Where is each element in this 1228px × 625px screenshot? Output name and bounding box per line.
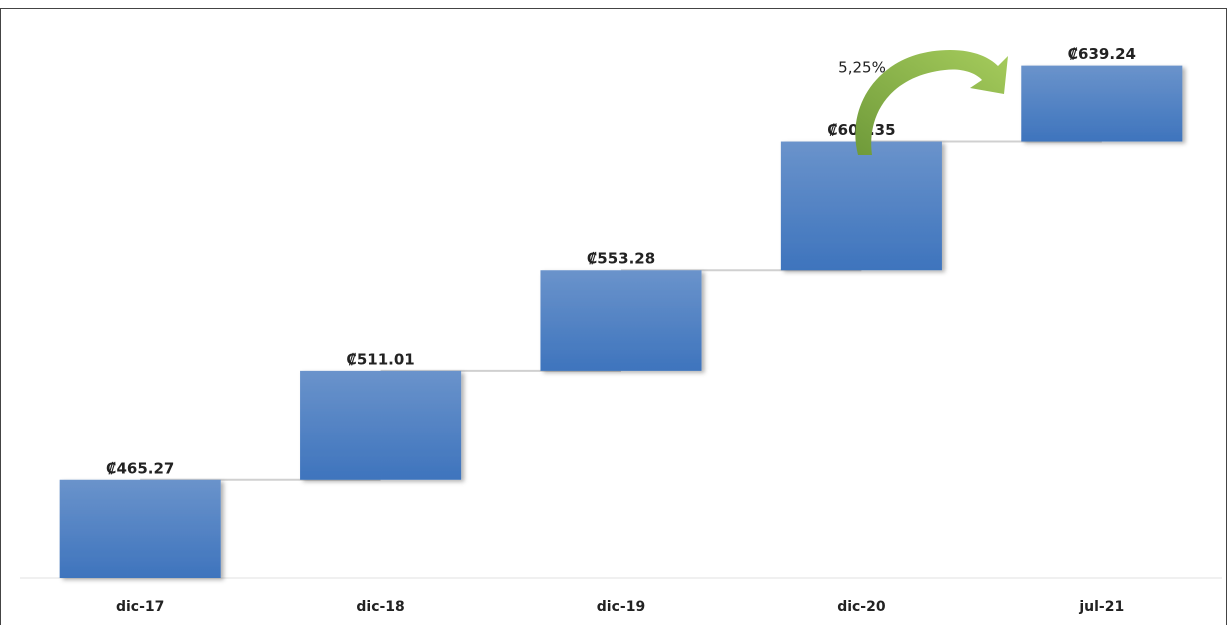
bar	[1021, 65, 1183, 142]
x-tick-label: dic-17	[116, 599, 164, 615]
bar	[540, 270, 702, 371]
plot-area: dic-17 ₡465.27 dic-18 ₡511.01 dic-19 ₡553.28 d…	[20, 45, 1222, 615]
value-label: ₡465.27	[106, 459, 174, 477]
annotation: 5,25%	[838, 59, 886, 77]
value-label: ₡553.28	[587, 250, 655, 268]
x-tick-label: dic-20	[837, 599, 886, 615]
bar	[300, 370, 462, 480]
bar	[59, 479, 221, 578]
arrow-annotation	[855, 50, 1008, 155]
x-tick-label: jul-21	[1078, 599, 1124, 615]
x-tick-label: dic-18	[356, 599, 404, 615]
value-label: ₡639.24	[1068, 45, 1136, 63]
x-tick-label: dic-19	[597, 599, 645, 615]
bar	[780, 141, 942, 271]
frame	[0, 8, 1227, 625]
value-label: ₡511.01	[346, 350, 414, 368]
